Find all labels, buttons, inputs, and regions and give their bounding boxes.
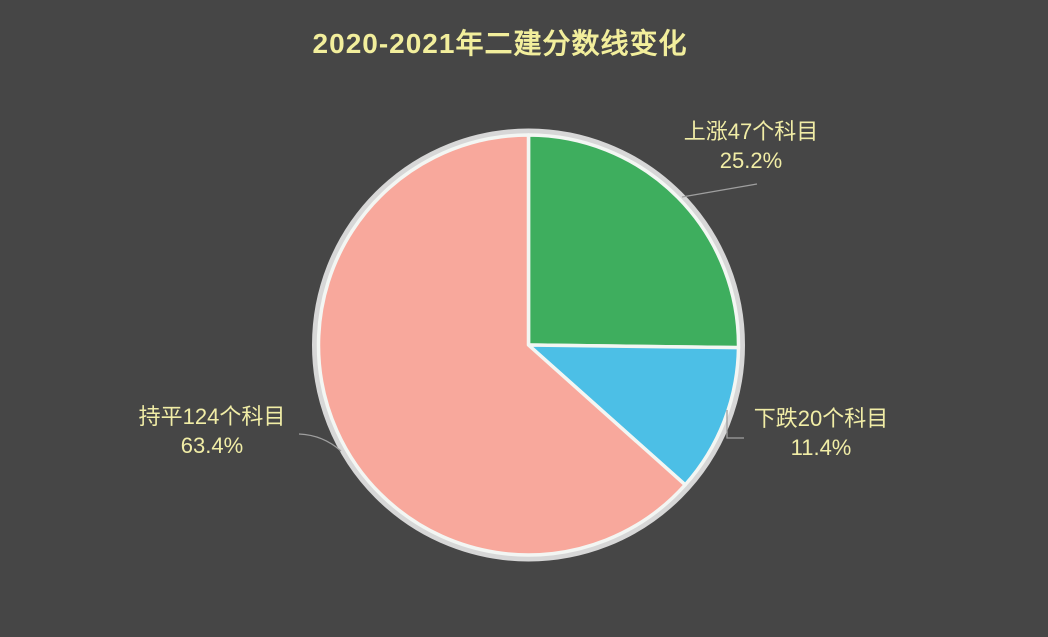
slice-label-up-percent: 25.2% bbox=[719, 148, 783, 173]
pie-slice-flat bbox=[316, 133, 687, 557]
leader-line-down bbox=[726, 410, 744, 439]
pie-slice-down bbox=[526, 343, 741, 487]
slice-label-down-percent: 11.4% bbox=[790, 435, 852, 460]
slice-label-down-text: 下跌20个科目 bbox=[753, 406, 889, 431]
slice-label-up: 上涨47个科目 25.2% bbox=[684, 117, 818, 175]
pie-outer-ring bbox=[312, 128, 745, 562]
chart-title: 2020-2021年二建分数线变化 bbox=[312, 28, 688, 59]
pie-slice-up bbox=[526, 133, 741, 350]
slice-label-down: 下跌20个科目 11.4% bbox=[754, 404, 888, 462]
slice-label-up-text: 上涨47个科目 bbox=[683, 119, 819, 144]
slice-label-flat-text: 持平124个科目 bbox=[138, 404, 286, 429]
slice-label-flat: 持平124个科目 63.4% bbox=[139, 402, 286, 460]
leader-line-up bbox=[681, 183, 758, 198]
slice-label-flat-percent: 63.4% bbox=[180, 433, 244, 458]
leader-line-flat bbox=[298, 433, 342, 452]
